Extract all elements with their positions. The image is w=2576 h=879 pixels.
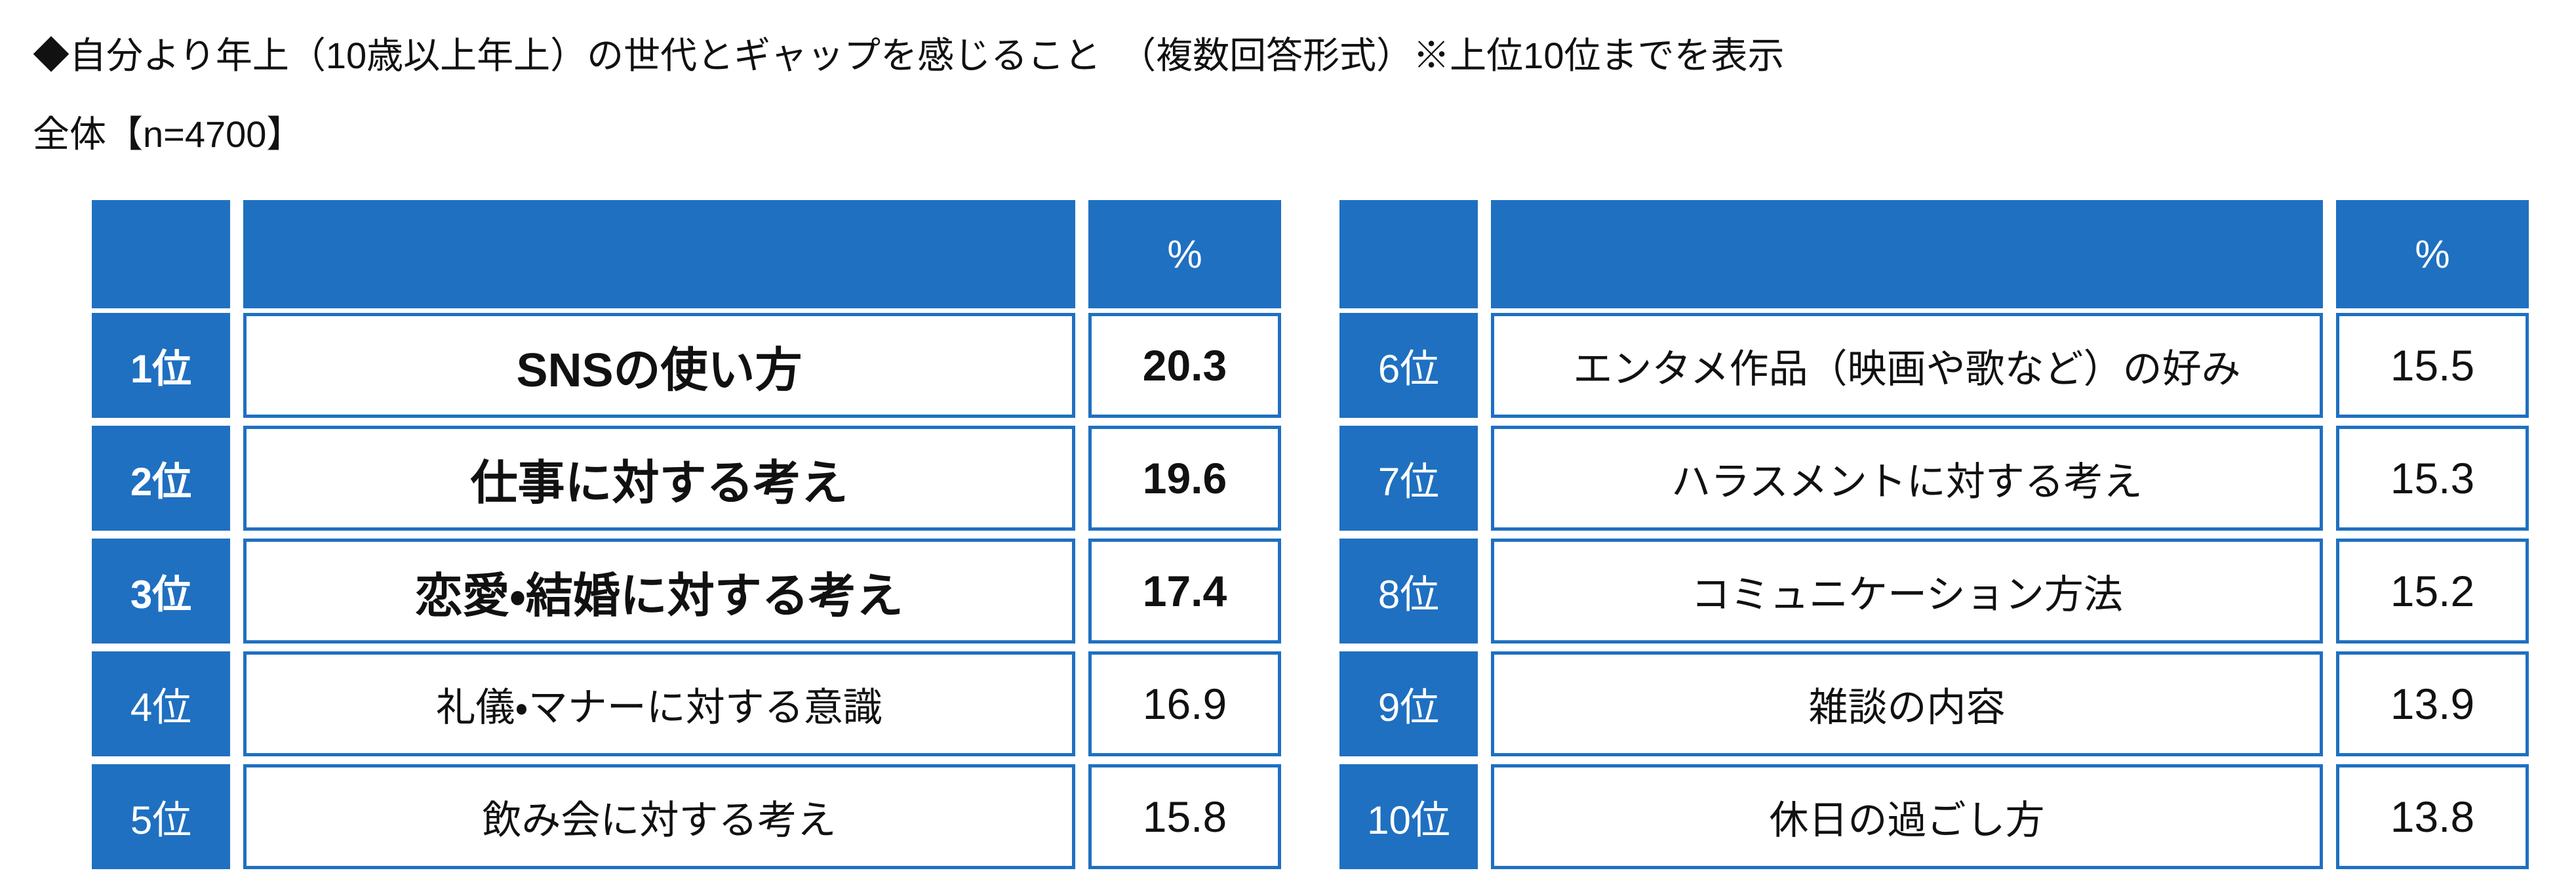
- title: ◆自分より年上（10歳以上年上）の世代とギャップを感じること （複数回答形式）※…: [33, 35, 1785, 76]
- item: 仕事に対する考え: [243, 426, 1075, 531]
- item: ハラスメントに対する考え: [1491, 426, 2323, 531]
- rank: 5位: [92, 764, 230, 869]
- subtitle: 全体【n=4700】: [33, 113, 304, 155]
- rank: 3位: [92, 539, 230, 644]
- item: 飲み会に対する考え: [243, 764, 1075, 869]
- item: 礼儀・マナーに対する意識: [243, 651, 1075, 756]
- rank: 1位: [92, 313, 230, 418]
- header-blank: [243, 200, 1075, 308]
- rank: 9位: [1339, 651, 1478, 756]
- value: 19.6: [1088, 426, 1281, 531]
- item: 雑談の内容: [1491, 651, 2323, 756]
- item: 恋愛・結婚に対する考え: [243, 539, 1075, 644]
- item: コミュニケーション方法: [1491, 539, 2323, 644]
- value: 16.9: [1088, 651, 1281, 756]
- value-header: %: [2336, 200, 2529, 308]
- value: 15.5: [2336, 313, 2529, 418]
- value: 13.9: [2336, 651, 2529, 756]
- rank: 7位: [1339, 426, 1478, 531]
- value: 15.3: [2336, 426, 2529, 531]
- value: 17.4: [1088, 539, 1281, 644]
- header-blank: [1339, 200, 1478, 308]
- value: 13.8: [2336, 764, 2529, 869]
- value-header: %: [1088, 200, 1281, 308]
- rank: 6位: [1339, 313, 1478, 418]
- item: エンタメ作品（映画や歌など）の好み: [1491, 313, 2323, 418]
- rank: 4位: [92, 651, 230, 756]
- rank: 10位: [1339, 764, 1478, 869]
- rank: 8位: [1339, 539, 1478, 644]
- value: 15.8: [1088, 764, 1281, 869]
- header-blank: [92, 200, 230, 308]
- value: 20.3: [1088, 313, 1281, 418]
- item: SNSの使い方: [243, 313, 1075, 418]
- value: 15.2: [2336, 539, 2529, 644]
- item: 休日の過ごし方: [1491, 764, 2323, 869]
- rank: 2位: [92, 426, 230, 531]
- header-blank: [1491, 200, 2323, 308]
